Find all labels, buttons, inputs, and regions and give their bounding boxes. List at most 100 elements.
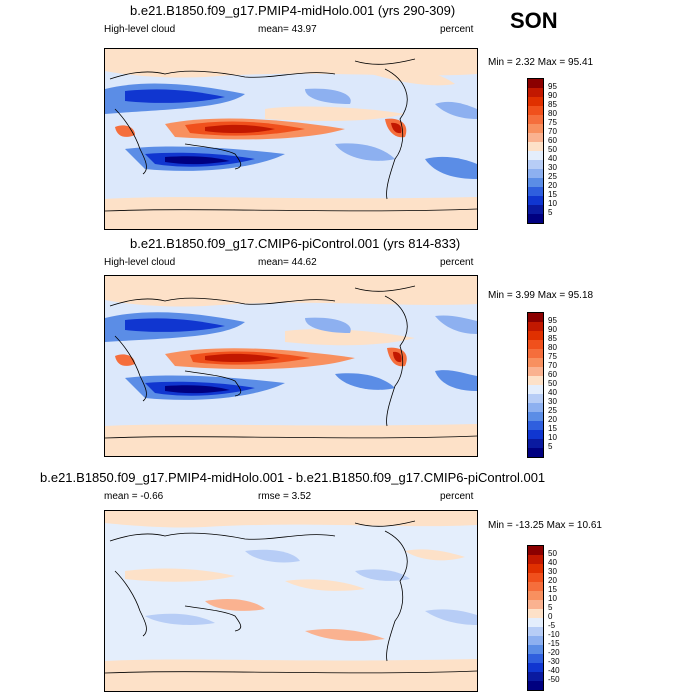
panel-2-mean-label: mean= 44.62 <box>258 257 317 268</box>
colorbar-tick-label: 15 <box>548 423 557 433</box>
colorbar-box <box>528 564 543 573</box>
colorbar-box <box>528 645 543 654</box>
colorbar-box <box>528 681 543 690</box>
colorbar-box <box>528 349 543 358</box>
colorbar-tick-label: 85 <box>548 99 557 109</box>
panel-1-colorbar-labels: 95 90 85 80 75 70 60 50 40 30 25 20 15 10 5 <box>548 78 588 222</box>
colorbar-box <box>528 151 543 160</box>
panel-2-variable-label: High-level cloud <box>104 257 176 268</box>
panel-3-units-label: percent <box>440 491 474 502</box>
colorbar-tick-label: 90 <box>548 324 557 334</box>
colorbar-tick-label: 50 <box>548 144 557 154</box>
colorbar-box <box>528 591 543 600</box>
panel-3-map <box>104 510 478 692</box>
colorbar-tick-label: 80 <box>548 342 557 352</box>
colorbar-tick-label: 80 <box>548 108 557 118</box>
panel-1-minmax: Min = 2.32 Max = 95.41 <box>488 57 594 68</box>
colorbar-tick-label: 85 <box>548 333 557 343</box>
colorbar-box <box>528 106 543 115</box>
colorbar-box <box>528 322 543 331</box>
colorbar-box <box>528 421 543 430</box>
colorbar-tick-label: 20 <box>548 575 557 585</box>
colorbar-tick-label: -15 <box>548 638 560 648</box>
colorbar-tick-label: -40 <box>548 665 560 675</box>
colorbar-box <box>528 160 543 169</box>
colorbar-tick-label: 30 <box>548 566 557 576</box>
colorbar-box <box>528 412 543 421</box>
colorbar-tick-label: 10 <box>548 432 557 442</box>
colorbar-box <box>528 205 543 214</box>
panel-3-colorbar <box>527 545 544 691</box>
colorbar-box <box>528 358 543 367</box>
colorbar-tick-label: 30 <box>548 162 557 172</box>
colorbar-tick-label: 5 <box>548 602 553 612</box>
colorbar-tick-label: -50 <box>548 674 560 684</box>
colorbar-box <box>528 124 543 133</box>
colorbar-tick-label: -20 <box>548 647 560 657</box>
panel-1-map <box>104 48 478 230</box>
colorbar-box <box>528 178 543 187</box>
panel-2-title: b.e21.B1850.f09_g17.CMIP6-piControl.001 … <box>130 236 461 251</box>
colorbar-tick-label: 90 <box>548 90 557 100</box>
panel-3-mean-label: mean = -0.66 <box>104 491 164 502</box>
colorbar-box <box>528 439 543 448</box>
colorbar-tick-label: -5 <box>548 620 556 630</box>
colorbar-tick-label: -30 <box>548 656 560 666</box>
colorbar-tick-label: 75 <box>548 117 557 127</box>
colorbar-tick-label: 60 <box>548 369 557 379</box>
colorbar-tick-label: 30 <box>548 396 557 406</box>
panel-1-title: b.e21.B1850.f09_g17.PMIP4-midHolo.001 (y… <box>130 3 456 18</box>
colorbar-box <box>528 331 543 340</box>
colorbar-tick-label: 5 <box>548 441 553 451</box>
colorbar-tick-label: 95 <box>548 81 557 91</box>
panel-2-map <box>104 275 478 457</box>
colorbar-box <box>528 88 543 97</box>
colorbar-tick-label: 20 <box>548 414 557 424</box>
colorbar-tick-label: 25 <box>548 171 557 181</box>
colorbar-box <box>528 448 543 457</box>
colorbar-box <box>528 142 543 151</box>
colorbar-tick-label: 15 <box>548 584 557 594</box>
colorbar-box <box>528 582 543 591</box>
colorbar-box <box>528 403 543 412</box>
colorbar-box <box>528 573 543 582</box>
colorbar-tick-label: 60 <box>548 135 557 145</box>
colorbar-box <box>528 97 543 106</box>
colorbar-tick-label: 50 <box>548 548 557 558</box>
colorbar-tick-label: 5 <box>548 207 553 217</box>
colorbar-box <box>528 214 543 223</box>
panel-1-units-label: percent <box>440 24 474 35</box>
colorbar-tick-label: 75 <box>548 351 557 361</box>
colorbar-tick-label: 40 <box>548 557 557 567</box>
colorbar-tick-label: 70 <box>548 126 557 136</box>
colorbar-box <box>528 636 543 645</box>
colorbar-tick-label: 25 <box>548 405 557 415</box>
colorbar-box <box>528 627 543 636</box>
colorbar-tick-label: 15 <box>548 189 557 199</box>
season-label: SON <box>510 8 558 33</box>
colorbar-box <box>528 79 543 88</box>
panel-1-variable-label: High-level cloud <box>104 24 176 35</box>
colorbar-box <box>528 376 543 385</box>
colorbar-tick-label: 95 <box>548 315 557 325</box>
colorbar-tick-label: 20 <box>548 180 557 190</box>
colorbar-box <box>528 169 543 178</box>
colorbar-box <box>528 546 543 555</box>
colorbar-box <box>528 663 543 672</box>
colorbar-tick-label: 40 <box>548 153 557 163</box>
panel-3-title: b.e21.B1850.f09_g17.PMIP4-midHolo.001 - … <box>40 470 546 485</box>
panel-3-rmse-label: rmse = 3.52 <box>258 491 312 502</box>
colorbar-box <box>528 672 543 681</box>
colorbar-box <box>528 385 543 394</box>
panel-2-minmax: Min = 3.99 Max = 95.18 <box>488 290 594 301</box>
panel-3-colorbar-labels: 50 40 30 20 15 10 5 0 -5 -10 -15 -20 -30 -40 -50 <box>548 545 588 689</box>
colorbar-box <box>528 609 543 618</box>
panel-1-colorbar <box>527 78 544 224</box>
colorbar-tick-label: 50 <box>548 378 557 388</box>
colorbar-box <box>528 430 543 439</box>
panel-2-colorbar-labels: 95 90 85 80 75 70 60 50 40 30 25 20 15 10 5 <box>548 312 588 456</box>
colorbar-box <box>528 654 543 663</box>
colorbar-box <box>528 115 543 124</box>
colorbar-tick-label: 10 <box>548 593 557 603</box>
colorbar-tick-label: 10 <box>548 198 557 208</box>
